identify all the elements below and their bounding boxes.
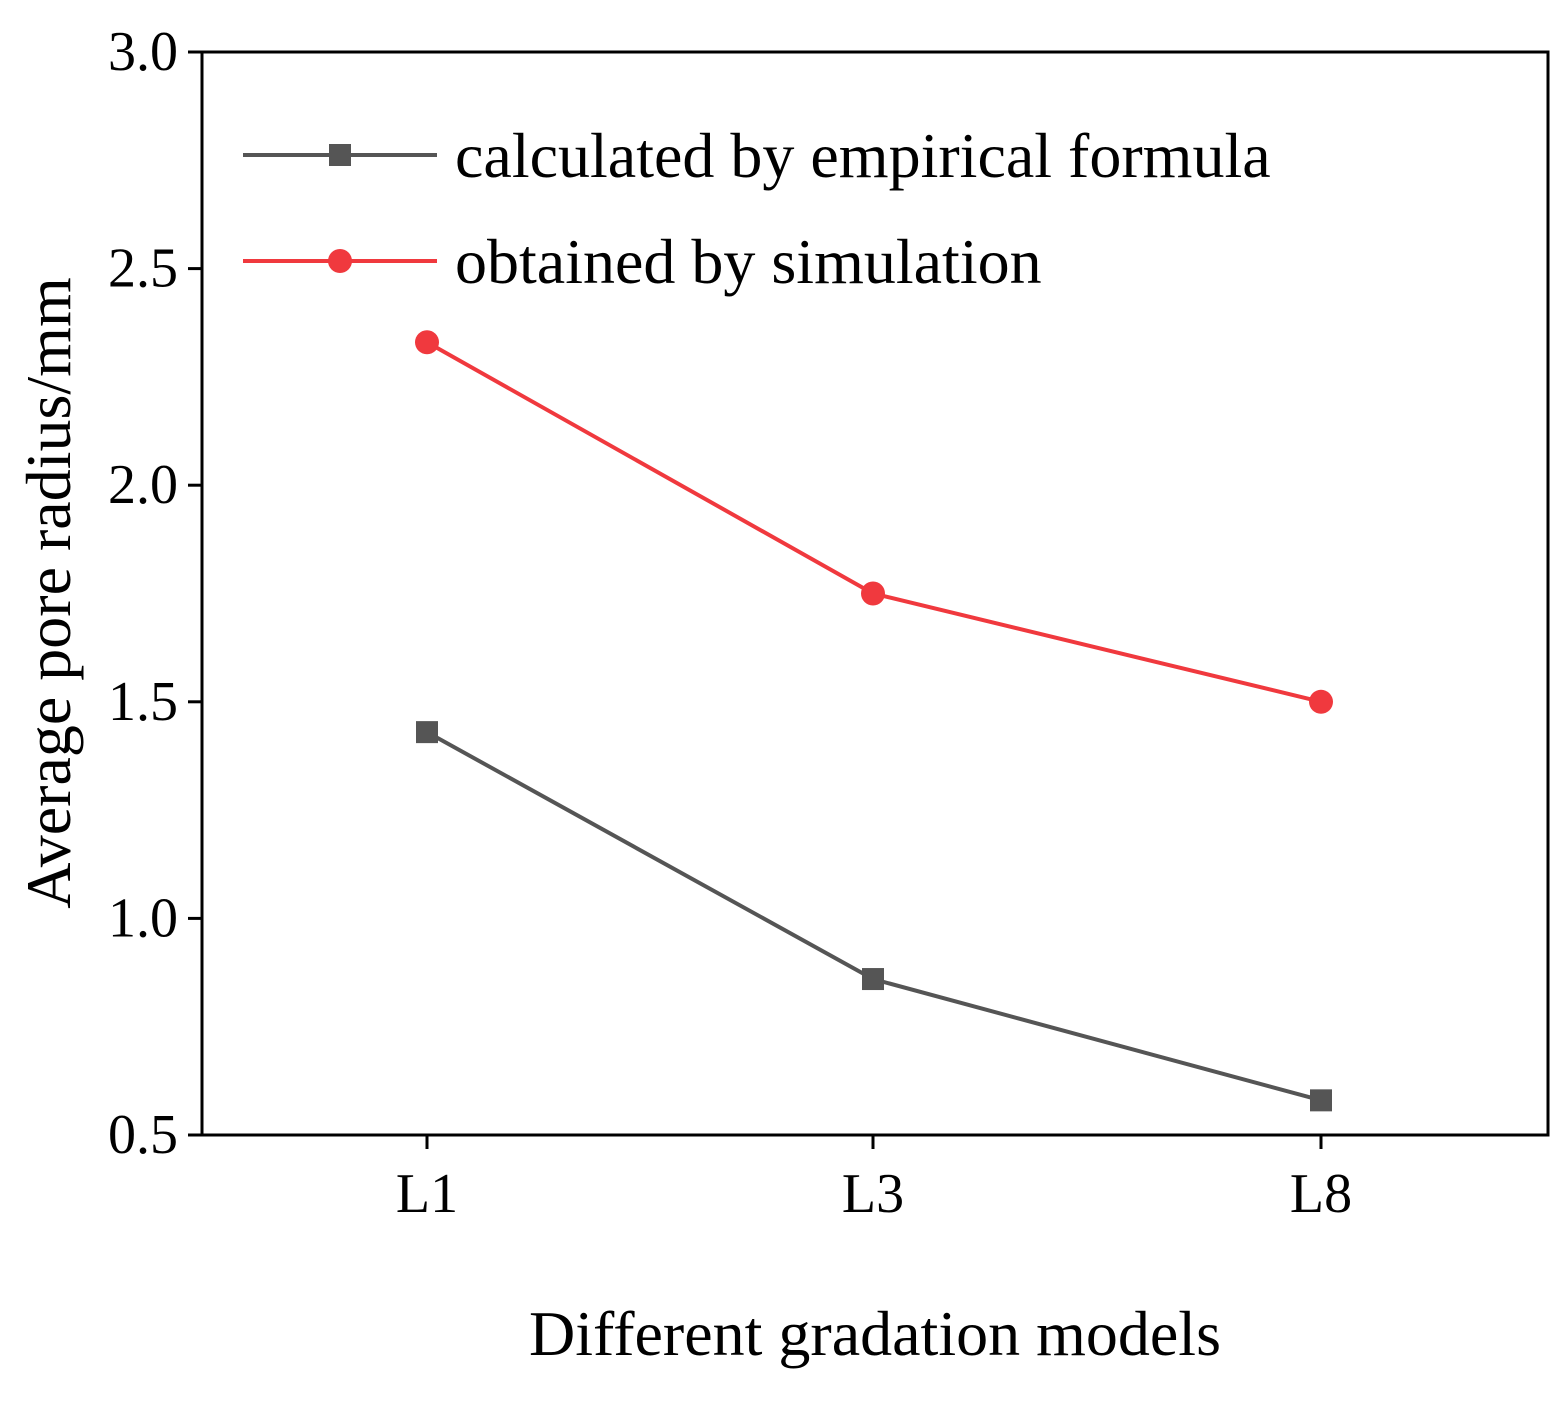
data-point-circle (1309, 689, 1333, 714)
x-axis-label: Different gradation models (529, 1298, 1221, 1369)
legend-label-2: obtained by simulation (455, 226, 1042, 297)
y-tick-label: 2.5 (108, 238, 178, 300)
plot-frame (200, 50, 1550, 1137)
y-tick-label: 1.5 (108, 671, 178, 733)
y-tick-label: 0.5 (108, 1104, 178, 1166)
data-point-circle (415, 330, 439, 355)
x-tick-label: L1 (396, 1163, 458, 1225)
data-point-circle (861, 581, 885, 606)
x-tick-label: L3 (842, 1163, 904, 1225)
y-tick-label: 2.0 (108, 454, 178, 516)
data-point-square (416, 721, 438, 744)
legend: calculated by empirical formula obtained … (243, 120, 1271, 297)
series-line-2 (426, 340, 1322, 704)
data-point-square (1310, 1089, 1332, 1112)
x-axis: L1 L3 L8 (396, 1135, 1352, 1225)
x-tick-label: L8 (1290, 1163, 1352, 1225)
legend-marker-square (329, 144, 351, 166)
data-point-square (862, 968, 884, 991)
series-layer (415, 330, 1333, 1112)
legend-label-1: calculated by empirical formula (455, 120, 1271, 191)
series-line-1 (426, 730, 1322, 1103)
y-tick-label: 1.0 (108, 887, 178, 949)
legend-marker-circle (328, 249, 352, 273)
y-axis: 0.5 1.0 1.5 2.0 2.5 3.0 (108, 21, 202, 1166)
y-axis-label: Average pore radius/mm (13, 277, 84, 908)
y-tick-label: 3.0 (108, 21, 178, 83)
